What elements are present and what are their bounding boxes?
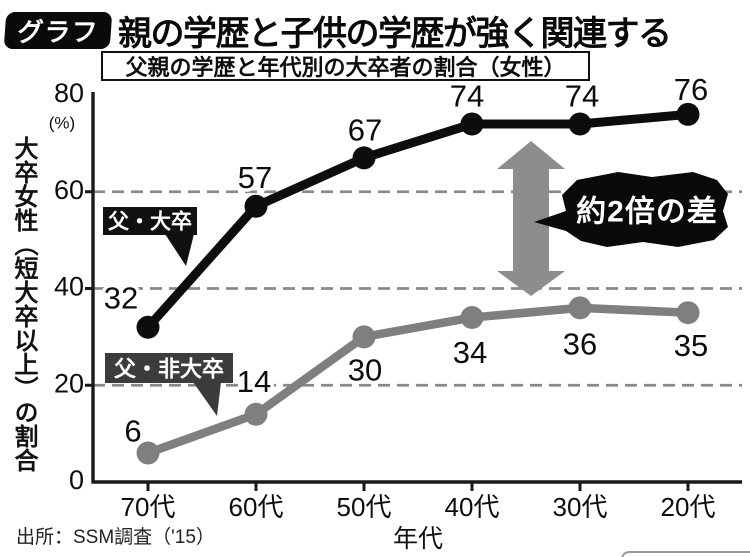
tick-labels: 70代 60代 50代 40代 30代 20代 0 20 40 60 80 (54, 78, 716, 522)
value-label: 6 (124, 413, 141, 448)
data-point (244, 194, 268, 218)
difference-arrow-icon (497, 141, 565, 296)
source-note: 出所：SSM調査（'15） (16, 527, 215, 548)
legend-label-father-college: 父・大卒 (108, 210, 192, 234)
value-label: 57 (238, 160, 272, 195)
legend-father-noncollege: 父・非大卒 (105, 353, 233, 416)
value-label: 36 (563, 326, 597, 361)
data-point (676, 301, 700, 325)
value-label: 67 (348, 112, 382, 147)
data-point (460, 112, 484, 136)
y-tick-label: 0 (69, 465, 84, 495)
value-label: 14 (237, 364, 271, 399)
value-label: 30 (348, 352, 382, 387)
x-tick-label: 60代 (229, 492, 284, 522)
value-label: 76 (674, 72, 708, 107)
graph-badge: グラフ (3, 12, 113, 49)
y-tick-label: 60 (54, 175, 84, 205)
series-line-1 (143, 303, 693, 458)
data-point (244, 402, 268, 426)
page-title: 親の学歴と子供の学歴が強く関連する (118, 15, 672, 53)
x-tick-label: 40代 (445, 492, 500, 522)
data-point (352, 146, 376, 170)
data-point (352, 325, 376, 349)
y-tick-label: 40 (54, 272, 84, 302)
axis-lines (91, 92, 742, 484)
y-axis-title: 大卒女性（短大卒以上）の割合 (10, 136, 37, 472)
value-label: 74 (565, 79, 599, 114)
data-series: 32 57 67 74 74 76 6 14 30 34 36 35 (100, 68, 712, 465)
legend-box (103, 207, 197, 235)
data-point (136, 315, 160, 339)
legend-label-father-noncollege: 父・非大卒 (114, 357, 224, 382)
x-tick-label: 20代 (661, 492, 716, 522)
y-axis-unit: (%) (49, 114, 75, 133)
x-tick-label: 70代 (121, 492, 176, 522)
value-label: 74 (450, 79, 484, 114)
annotation-bubble-shape (534, 172, 728, 247)
legend-father-college: 父・大卒 (103, 207, 197, 266)
data-point (460, 306, 484, 330)
legend-box (105, 353, 233, 383)
series-line-0 (143, 109, 693, 332)
y-tick-label: 20 (54, 368, 84, 398)
data-point (568, 296, 592, 320)
x-tick-label: 30代 (553, 492, 608, 522)
y-tick-label: 80 (54, 78, 84, 108)
annotation-label: 約2倍の差 (576, 195, 718, 229)
chart-subtitle: 父親の学歴と年代別の大卒者の割合（女性） (101, 51, 590, 81)
cropped-box-edge (621, 551, 750, 557)
x-tick-label: 50代 (337, 492, 392, 522)
value-label: 34 (453, 335, 487, 370)
legend-pointer (193, 382, 221, 416)
x-axis-title: 年代 (393, 525, 444, 553)
legend-pointer (165, 234, 194, 266)
annotation-bubble: 約2倍の差 (534, 172, 728, 247)
value-label: 35 (674, 328, 708, 363)
axes (91, 92, 742, 491)
data-point (136, 441, 160, 465)
value-label: 32 (104, 281, 138, 316)
data-point (568, 112, 592, 136)
data-point (676, 102, 700, 126)
